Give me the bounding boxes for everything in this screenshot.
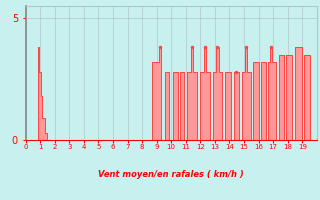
X-axis label: Vent moyen/en rafales ( km/h ): Vent moyen/en rafales ( km/h )	[98, 170, 244, 179]
